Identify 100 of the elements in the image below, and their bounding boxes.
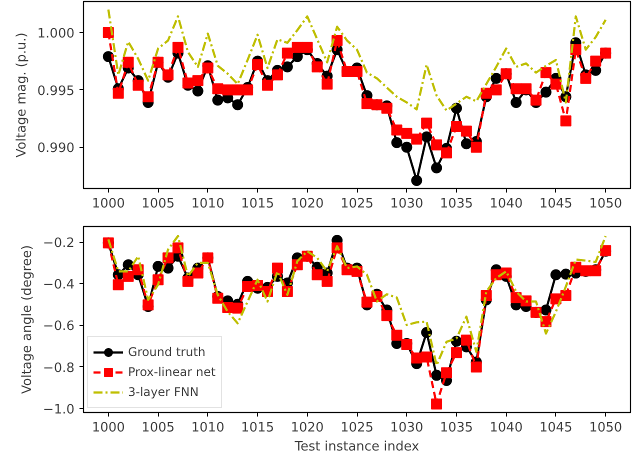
- point: [580, 72, 592, 84]
- point: [560, 290, 572, 301]
- y-tick-label: 1.000: [37, 26, 74, 42]
- point: [441, 367, 452, 378]
- point: [401, 128, 412, 139]
- point: [560, 268, 572, 280]
- point: [152, 260, 164, 272]
- point: [510, 83, 522, 94]
- x-tick-label: 1045: [539, 420, 572, 436]
- x-tick-label: 1010: [191, 196, 224, 212]
- point: [381, 310, 392, 322]
- point: [312, 61, 323, 72]
- point: [411, 134, 422, 145]
- point: [540, 304, 552, 316]
- point: [450, 121, 462, 132]
- point: [232, 99, 244, 110]
- point: [292, 42, 303, 53]
- point: [262, 80, 273, 91]
- point: [460, 138, 472, 150]
- point: [272, 69, 283, 80]
- x-tick-label: 1020: [290, 196, 324, 212]
- point: [282, 48, 293, 59]
- point: [411, 352, 422, 364]
- x-tick-label: 1020: [290, 420, 324, 436]
- point: [322, 78, 333, 90]
- point: [302, 42, 313, 53]
- point: [431, 398, 442, 410]
- point: [460, 334, 472, 346]
- legend-label: Prox-linear net: [128, 364, 216, 380]
- point: [361, 296, 372, 308]
- point: [490, 84, 502, 96]
- point: [470, 361, 482, 372]
- point: [510, 96, 522, 108]
- point: [470, 142, 482, 153]
- x-tick-label: 1000: [92, 196, 125, 212]
- point: [550, 269, 562, 280]
- point: [232, 84, 244, 96]
- point: [282, 61, 293, 72]
- point: [202, 62, 214, 74]
- point: [112, 279, 124, 290]
- point: [182, 77, 194, 88]
- point: [381, 102, 392, 114]
- x-tick-label: 1025: [340, 196, 374, 212]
- x-tick-label: 1050: [589, 196, 622, 212]
- point: [401, 142, 412, 153]
- point: [391, 137, 402, 148]
- point: [272, 262, 283, 274]
- x-tick-label: 1030: [390, 196, 424, 212]
- point: [142, 91, 154, 102]
- y-tick-label: −0.6: [42, 319, 75, 334]
- x-tick-label: 1015: [241, 420, 274, 436]
- point: [441, 147, 452, 158]
- point: [560, 115, 572, 126]
- point: [192, 268, 204, 279]
- point: [242, 281, 254, 292]
- point: [550, 78, 562, 90]
- x-tick-label: 1045: [539, 196, 572, 212]
- point: [411, 174, 422, 186]
- point: [590, 56, 602, 67]
- point: [431, 139, 442, 150]
- x-tick-label: 1000: [92, 420, 125, 436]
- y-tick-label: −0.2: [42, 236, 75, 252]
- point: [540, 67, 552, 78]
- point: [252, 59, 264, 70]
- point: [122, 56, 134, 68]
- x-tick-label: 1035: [440, 420, 474, 436]
- point: [431, 162, 442, 174]
- point: [450, 347, 462, 358]
- point: [182, 276, 194, 287]
- point: [112, 88, 124, 99]
- point: [352, 66, 362, 77]
- y-tick-label: −0.8: [42, 360, 75, 376]
- point: [232, 302, 244, 314]
- x-tick-label: 1010: [191, 420, 224, 436]
- point: [222, 84, 234, 96]
- point: [312, 269, 323, 280]
- point: [192, 85, 204, 96]
- point: [460, 126, 472, 137]
- point: [540, 86, 552, 98]
- y-tick-label: 0.990: [37, 141, 74, 156]
- y-tick-label: 0.995: [37, 84, 74, 99]
- x-tick-label: 1030: [390, 420, 424, 436]
- point: [431, 370, 442, 381]
- point: [391, 124, 402, 136]
- point: [162, 69, 174, 80]
- x-tick-label: 1025: [340, 420, 374, 436]
- y-tick-label: −1.0: [42, 402, 75, 418]
- point: [391, 330, 402, 341]
- x-tick-label: 1040: [490, 196, 523, 212]
- x-tick-label: 1005: [142, 420, 175, 436]
- point: [212, 94, 224, 106]
- point: [361, 98, 372, 110]
- point: [421, 352, 432, 363]
- point: [490, 72, 502, 84]
- point: [132, 80, 144, 91]
- y-tick-label: −0.4: [42, 278, 75, 293]
- x-tick-label: 1015: [241, 196, 274, 212]
- x-axis-title: Test instance index: [294, 440, 420, 454]
- legend-label: Ground truth: [128, 344, 206, 360]
- point: [421, 131, 432, 142]
